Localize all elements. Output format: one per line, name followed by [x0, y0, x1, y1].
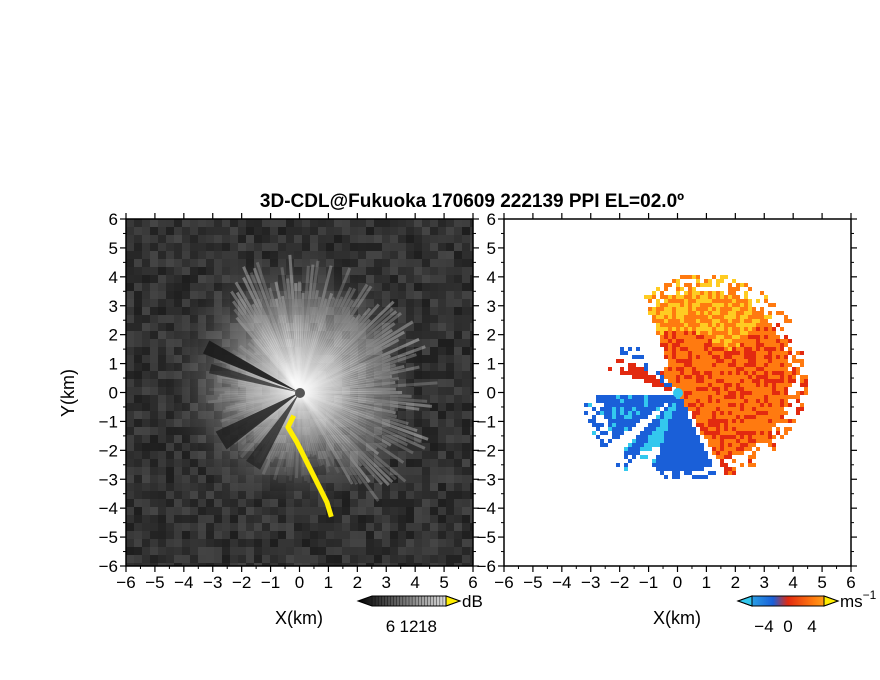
x-tick-label: −5	[523, 573, 542, 592]
y-tick-label: −2	[99, 441, 118, 460]
x-tick-label: 2	[353, 573, 362, 592]
y-tick-label: 3	[487, 297, 496, 316]
x-tick-label: −1	[639, 573, 658, 592]
colorbar-tick-right: 0	[783, 617, 792, 636]
colorbar-right: −4 0 4 ms−1	[736, 588, 877, 636]
y-tick-label: 4	[487, 268, 496, 287]
radar-site-left	[295, 388, 305, 398]
colorbar-left: 6 12 18 dB	[356, 592, 483, 636]
y-tick-label: 4	[109, 268, 118, 287]
x-tick-label: −6	[116, 573, 135, 592]
x-tick-label: 6	[846, 573, 855, 592]
colorbar-tick-right: −4	[754, 617, 773, 636]
y-tick-label: 1	[109, 355, 118, 374]
radar-site-right	[673, 388, 683, 398]
y-axis-label: Y(km)	[58, 369, 78, 417]
x-tick-label: 4	[788, 573, 797, 592]
x-tick-label: 3	[760, 573, 769, 592]
y-tick-label: −3	[99, 470, 118, 489]
x-tick-label: −4	[552, 573, 571, 592]
x-tick-label: −2	[610, 573, 629, 592]
y-tick-label: 5	[109, 239, 118, 258]
y-tick-label: −1	[99, 412, 118, 431]
x-tick-label: −3	[581, 573, 600, 592]
y-tick-label: −3	[477, 470, 496, 489]
x-tick-label: 5	[817, 573, 826, 592]
x-tick-label: −5	[145, 573, 164, 592]
y-tick-label: −1	[477, 412, 496, 431]
x-tick-label: −1	[261, 573, 280, 592]
x-tick-label: 5	[439, 573, 448, 592]
y-tick-label: 1	[487, 355, 496, 374]
unit-exponent: −1	[863, 588, 877, 602]
colorbar-unit-left: dB	[462, 592, 483, 611]
y-tick-label: 0	[487, 384, 496, 403]
y-tick-label: −5	[99, 528, 118, 547]
colorbar-tick-right: 4	[807, 617, 816, 636]
x-tick-label: 1	[702, 573, 711, 592]
x-tick-label: −6	[494, 573, 513, 592]
y-tick-label: −6	[477, 557, 496, 576]
x-tick-label: 0	[673, 573, 682, 592]
chart-title: 3D-CDL@Fukuoka 170609 222139 PPI EL=02.0…	[260, 191, 684, 212]
y-tick-label: 2	[487, 326, 496, 345]
x-axis-label-left: X(km)	[275, 608, 323, 628]
x-tick-label: −4	[174, 573, 193, 592]
y-tick-label: 2	[109, 326, 118, 345]
y-tick-label: 0	[109, 384, 118, 403]
y-tick-label: −4	[99, 499, 118, 518]
x-tick-label: 0	[295, 573, 304, 592]
colorbar-tick-left: 12	[400, 617, 419, 636]
x-tick-label: 2	[731, 573, 740, 592]
y-tick-label: 3	[109, 297, 118, 316]
y-tick-label: −4	[477, 499, 496, 518]
x-axis-label-right: X(km)	[653, 608, 701, 628]
x-tick-label: 6	[468, 573, 477, 592]
y-tick-label: 6	[109, 210, 118, 229]
yellow-echo-trace	[285, 414, 334, 518]
y-tick-label: −2	[477, 441, 496, 460]
unit-base: ms	[840, 592, 863, 611]
x-tick-label: −3	[203, 573, 222, 592]
colorbar-tick-left: 6	[386, 617, 395, 636]
x-tick-label: −2	[232, 573, 251, 592]
x-tick-label: 1	[324, 573, 333, 592]
y-tick-label: 5	[487, 239, 496, 258]
colorbar-tick-left: 18	[418, 617, 437, 636]
y-tick-label: −5	[477, 528, 496, 547]
y-tick-label: −6	[99, 557, 118, 576]
x-tick-label: 4	[410, 573, 419, 592]
x-tick-label: 3	[382, 573, 391, 592]
colorbar-unit-right: ms−1	[840, 588, 877, 611]
y-tick-label: 6	[487, 210, 496, 229]
